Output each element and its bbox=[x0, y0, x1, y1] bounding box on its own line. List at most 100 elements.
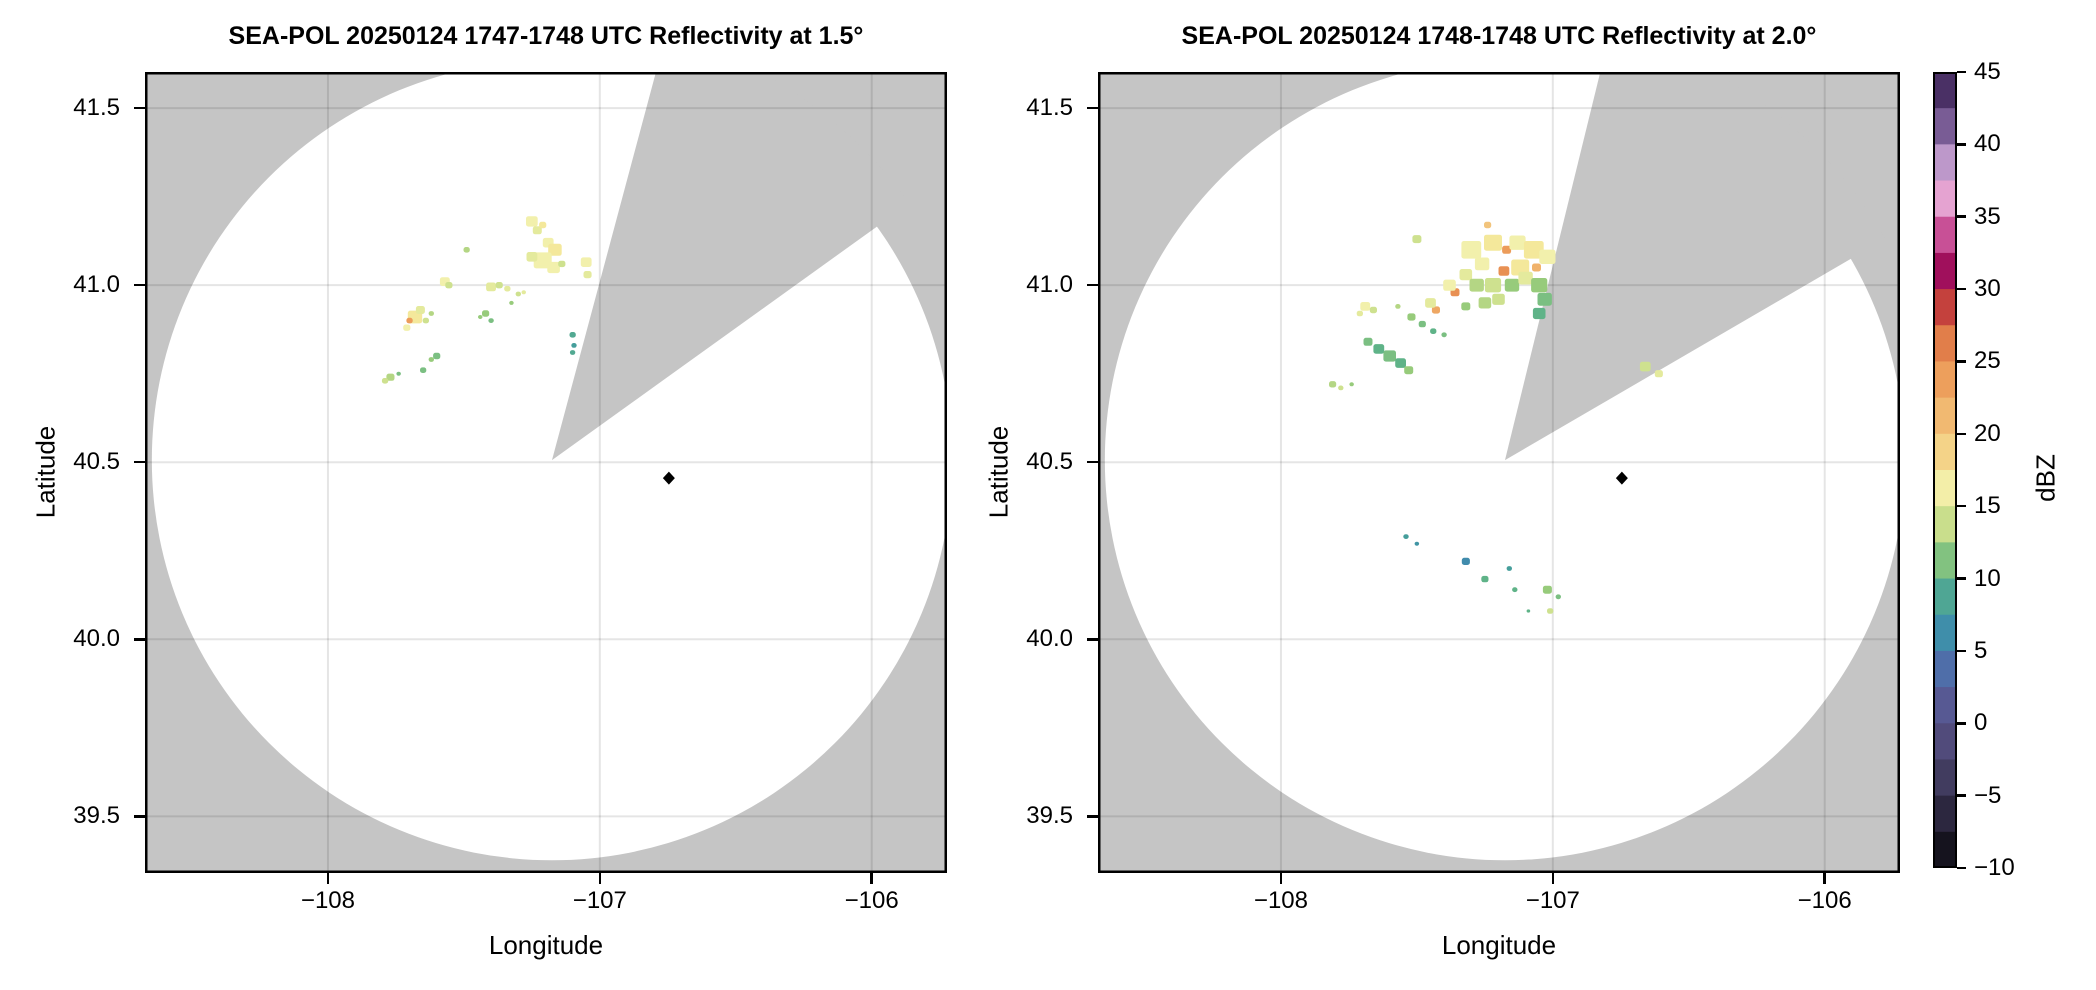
axes-frame bbox=[1098, 72, 1900, 873]
axes-frame bbox=[145, 72, 947, 873]
echo-cell bbox=[1373, 344, 1385, 354]
echo-cell bbox=[381, 378, 389, 384]
echo-cell bbox=[1484, 221, 1492, 229]
x-tick-mark bbox=[870, 873, 873, 884]
colorbar-segment bbox=[1933, 252, 1957, 290]
echo-cell bbox=[396, 371, 401, 376]
echo-cell bbox=[415, 306, 425, 314]
echo-cell bbox=[1363, 337, 1373, 346]
y-tick-label: 41.5 bbox=[1026, 94, 1073, 122]
echo-cell bbox=[1414, 541, 1420, 546]
y-tick-mark bbox=[1087, 638, 1098, 641]
echo-cell bbox=[504, 285, 511, 292]
colorbar-tick-mark bbox=[1957, 866, 1966, 870]
echo-cell bbox=[547, 261, 560, 274]
echo-cell bbox=[1498, 266, 1510, 276]
colorbar bbox=[1933, 72, 1957, 868]
echo-cell bbox=[1532, 263, 1541, 272]
echo-cell bbox=[1443, 279, 1456, 291]
x-tick-label: −108 bbox=[1253, 887, 1308, 914]
colorbar-tick-label: 45 bbox=[1974, 58, 2001, 85]
colorbar-frame bbox=[1933, 72, 1957, 868]
echo-cell bbox=[478, 315, 483, 319]
colorbar-segment bbox=[1933, 361, 1957, 399]
echo-cell bbox=[1547, 608, 1554, 614]
x-tick-mark bbox=[598, 873, 602, 884]
y-tick-label: 40.0 bbox=[1026, 625, 1073, 653]
y-tick-label: 39.5 bbox=[73, 802, 120, 830]
echo-cell bbox=[428, 357, 434, 362]
colorbar-segment bbox=[1933, 325, 1957, 363]
echo-cell bbox=[1526, 609, 1531, 613]
y-tick-label: 40.5 bbox=[1026, 448, 1073, 476]
colorbar-segment bbox=[1933, 614, 1957, 652]
echo-cell bbox=[1492, 293, 1505, 305]
echo-cell bbox=[1511, 259, 1530, 276]
y-tick-label: 40.0 bbox=[73, 625, 120, 653]
x-tick-label: −108 bbox=[300, 887, 355, 914]
panel-left-title: SEA-POL 20250124 1747-1748 UTC Reflectiv… bbox=[228, 22, 864, 50]
echo-cell bbox=[1431, 306, 1440, 314]
colorbar-segment bbox=[1933, 397, 1957, 435]
colorbar-tick-label: 10 bbox=[1974, 564, 2001, 592]
y-tick-label: 41.0 bbox=[73, 271, 120, 299]
echo-cell bbox=[1404, 366, 1414, 375]
y-tick-mark bbox=[134, 638, 145, 641]
echo-cell bbox=[548, 243, 562, 256]
echo-cell bbox=[1461, 241, 1482, 259]
y-tick-mark bbox=[1087, 106, 1098, 110]
echo-cell bbox=[526, 252, 538, 262]
echo-cell bbox=[1537, 292, 1552, 306]
colorbar-segment bbox=[1933, 578, 1957, 616]
y-tick-label: 41.0 bbox=[1026, 271, 1073, 299]
echo-cell bbox=[433, 352, 441, 360]
x-tick-label: −106 bbox=[844, 887, 899, 914]
x-tick-mark bbox=[326, 873, 330, 884]
echo-cell bbox=[532, 226, 542, 235]
colorbar-tick-mark bbox=[1957, 143, 1966, 146]
colorbar-tick-mark bbox=[1957, 432, 1966, 436]
colorbar-tick-mark bbox=[1957, 577, 1966, 580]
blocked-sector-wedge bbox=[551, 72, 910, 461]
colorbar-tick-mark bbox=[1957, 794, 1966, 797]
y-tick-mark bbox=[1087, 815, 1098, 818]
y-tick-mark bbox=[1087, 283, 1098, 287]
echo-cell bbox=[1469, 278, 1484, 292]
colorbar-tick-mark bbox=[1957, 70, 1966, 74]
echo-cell bbox=[495, 282, 503, 289]
radar-ppi-plot-left bbox=[145, 72, 947, 873]
echo-cell bbox=[1441, 332, 1447, 338]
colorbar-segment bbox=[1933, 506, 1957, 543]
colorbar-segment bbox=[1933, 470, 1957, 507]
echo-cell bbox=[1532, 307, 1546, 320]
colorbar-segment bbox=[1933, 795, 1957, 833]
echo-cell bbox=[580, 257, 592, 267]
echo-cell bbox=[1555, 594, 1561, 600]
echo-cell bbox=[1430, 328, 1437, 334]
colorbar-segment bbox=[1933, 108, 1957, 145]
echo-cell bbox=[1504, 278, 1520, 292]
echo-cell bbox=[1518, 271, 1533, 285]
echo-cell bbox=[1481, 575, 1489, 583]
colorbar-tick-label: 30 bbox=[1974, 275, 2001, 303]
echo-cell bbox=[486, 282, 496, 292]
echo-cell bbox=[539, 221, 547, 229]
echo-cell bbox=[488, 318, 494, 323]
echo-cell bbox=[569, 350, 576, 355]
x-axis-label-left: Longitude bbox=[488, 930, 604, 960]
colorbar-tick-label: −5 bbox=[1974, 781, 2002, 809]
echo-cell bbox=[1523, 241, 1544, 259]
echo-cell bbox=[420, 367, 427, 373]
panel-right-title: SEA-POL 20250124 1748-1748 UTC Reflectiv… bbox=[1181, 22, 1817, 50]
echo-cell bbox=[1412, 235, 1422, 244]
site-marker-diamond bbox=[1615, 471, 1628, 485]
echo-cell bbox=[1542, 585, 1552, 594]
echo-cell bbox=[1383, 350, 1396, 362]
echo-cell bbox=[422, 317, 429, 324]
y-tick-mark bbox=[134, 283, 145, 287]
echo-cell bbox=[521, 290, 526, 295]
echo-cell bbox=[463, 247, 470, 253]
x-tick-mark bbox=[1823, 873, 1826, 884]
colorbar-tick-label: 25 bbox=[1974, 347, 2001, 375]
